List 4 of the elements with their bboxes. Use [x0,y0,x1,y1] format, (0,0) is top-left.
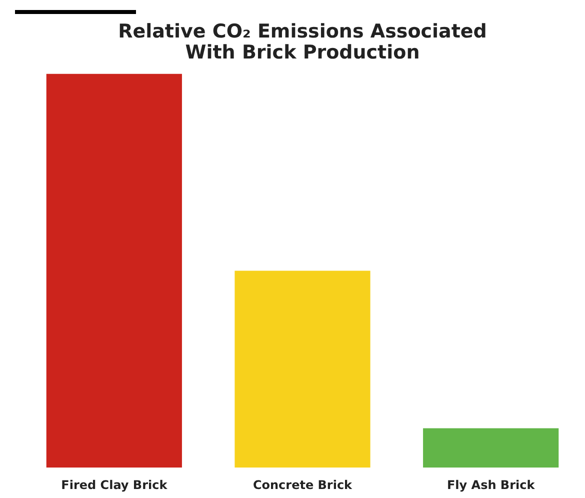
x-tick-label: Concrete Brick [252,478,354,492]
x-tick-label: Fired Clay Brick [61,478,168,492]
x-tick-label: Fly Ash Brick [446,478,536,492]
chart-title: Relative CO₂ Emissions Associated With Brick Production [118,20,487,64]
